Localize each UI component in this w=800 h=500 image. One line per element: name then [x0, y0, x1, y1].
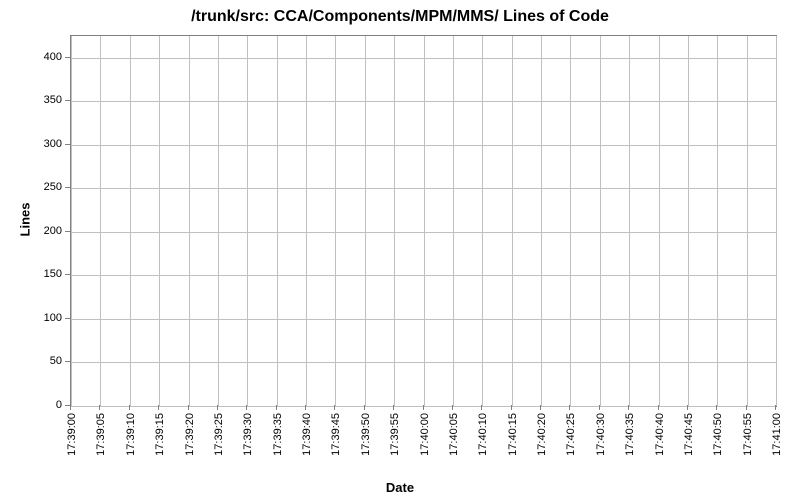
x-tick-mark	[70, 405, 71, 410]
gridline-v	[717, 36, 718, 406]
x-tick-label: 17:40:40	[654, 413, 666, 456]
x-tick-label: 17:39:45	[330, 413, 342, 456]
x-tick-mark	[334, 405, 335, 410]
x-tick-mark	[716, 405, 717, 410]
x-tick-label: 17:39:05	[95, 413, 107, 456]
y-tick-mark	[65, 274, 70, 275]
x-tick-mark	[569, 405, 570, 410]
y-tick-label: 50	[50, 355, 62, 367]
x-tick-mark	[423, 405, 424, 410]
y-tick-mark	[65, 187, 70, 188]
x-tick-label: 17:40:35	[624, 413, 636, 456]
y-tick-mark	[65, 361, 70, 362]
y-tick-label: 350	[44, 94, 62, 106]
gridline-v	[218, 36, 219, 406]
x-tick-label: 17:39:00	[66, 413, 78, 456]
x-tick-mark	[511, 405, 512, 410]
gridline-v	[277, 36, 278, 406]
y-tick-label: 300	[44, 138, 62, 150]
x-tick-mark	[276, 405, 277, 410]
gridline-v	[600, 36, 601, 406]
y-tick-label: 150	[44, 268, 62, 280]
y-tick-label: 100	[44, 312, 62, 324]
x-tick-mark	[775, 405, 776, 410]
gridline-v	[747, 36, 748, 406]
x-tick-label: 17:40:05	[448, 413, 460, 456]
x-tick-mark	[188, 405, 189, 410]
y-tick-label: 400	[44, 51, 62, 63]
chart-title: /trunk/src: CCA/Components/MPM/MMS/ Line…	[0, 8, 800, 26]
gridline-v	[335, 36, 336, 406]
x-tick-mark	[746, 405, 747, 410]
x-tick-mark	[246, 405, 247, 410]
x-tick-mark	[393, 405, 394, 410]
chart-container: /trunk/src: CCA/Components/MPM/MMS/ Line…	[0, 0, 800, 500]
gridline-v	[159, 36, 160, 406]
gridline-v	[247, 36, 248, 406]
x-tick-label: 17:39:30	[242, 413, 254, 456]
gridline-v	[424, 36, 425, 406]
x-tick-mark	[599, 405, 600, 410]
gridline-v	[512, 36, 513, 406]
x-tick-label: 17:40:00	[419, 413, 431, 456]
x-tick-label: 17:39:50	[360, 413, 372, 456]
x-tick-label: 17:39:40	[301, 413, 313, 456]
gridline-v	[688, 36, 689, 406]
x-tick-label: 17:40:30	[595, 413, 607, 456]
x-tick-mark	[99, 405, 100, 410]
gridline-v	[453, 36, 454, 406]
x-tick-label: 17:40:25	[565, 413, 577, 456]
y-tick-mark	[65, 231, 70, 232]
gridline-v	[100, 36, 101, 406]
y-tick-label: 200	[44, 225, 62, 237]
x-tick-label: 17:39:55	[389, 413, 401, 456]
x-tick-mark	[540, 405, 541, 410]
x-tick-label: 17:39:35	[272, 413, 284, 456]
x-tick-label: 17:39:25	[213, 413, 225, 456]
x-tick-label: 17:40:20	[536, 413, 548, 456]
x-tick-label: 17:39:10	[125, 413, 137, 456]
x-tick-label: 17:40:45	[683, 413, 695, 456]
x-tick-mark	[217, 405, 218, 410]
gridline-v	[365, 36, 366, 406]
y-tick-mark	[65, 100, 70, 101]
gridline-v	[394, 36, 395, 406]
x-tick-mark	[452, 405, 453, 410]
y-tick-mark	[65, 318, 70, 319]
gridline-v	[306, 36, 307, 406]
y-tick-label: 0	[56, 399, 62, 411]
x-tick-label: 17:39:15	[154, 413, 166, 456]
x-tick-mark	[658, 405, 659, 410]
gridline-v	[482, 36, 483, 406]
x-tick-label: 17:40:15	[507, 413, 519, 456]
gridline-v	[659, 36, 660, 406]
gridline-v	[629, 36, 630, 406]
gridline-v	[570, 36, 571, 406]
y-tick-mark	[65, 144, 70, 145]
x-tick-mark	[158, 405, 159, 410]
x-tick-label: 17:40:55	[742, 413, 754, 456]
x-tick-mark	[305, 405, 306, 410]
plot-area	[70, 35, 777, 407]
y-tick-label: 250	[44, 181, 62, 193]
x-axis-label: Date	[0, 480, 800, 495]
x-tick-mark	[687, 405, 688, 410]
x-tick-mark	[628, 405, 629, 410]
x-tick-label: 17:40:50	[712, 413, 724, 456]
gridline-v	[776, 36, 777, 406]
x-tick-label: 17:41:00	[771, 413, 783, 456]
x-tick-label: 17:40:10	[477, 413, 489, 456]
gridline-v	[130, 36, 131, 406]
x-tick-label: 17:39:20	[184, 413, 196, 456]
gridline-h	[71, 406, 776, 407]
x-tick-mark	[481, 405, 482, 410]
y-axis-label: Lines	[17, 203, 32, 237]
x-tick-mark	[129, 405, 130, 410]
gridline-v	[541, 36, 542, 406]
x-tick-mark	[364, 405, 365, 410]
gridline-v	[71, 36, 72, 406]
y-tick-mark	[65, 57, 70, 58]
gridline-v	[189, 36, 190, 406]
